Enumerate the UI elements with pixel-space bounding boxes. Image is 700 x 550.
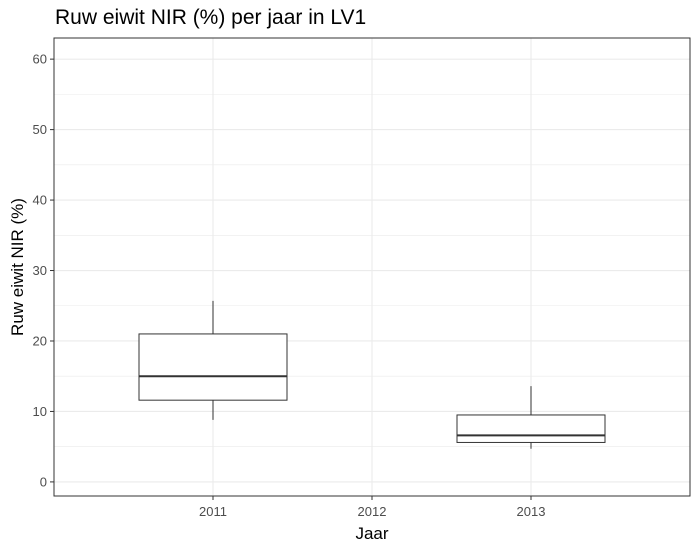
y-tick-label: 0 [40, 474, 47, 489]
box-body [456, 414, 606, 443]
y-axis: 0 10 20 30 40 50 60 [33, 52, 54, 489]
box-body [138, 333, 288, 401]
x-tick-label: 2013 [517, 504, 546, 519]
x-axis: 2011 2012 2013 [199, 496, 545, 519]
y-tick-label: 30 [33, 263, 47, 278]
box-2013 [456, 386, 606, 449]
y-tick-label: 20 [33, 333, 47, 348]
x-axis-title: Jaar [355, 524, 388, 543]
y-tick-label: 50 [33, 122, 47, 137]
x-tick-label: 2011 [199, 504, 227, 519]
y-tick-label: 10 [33, 404, 47, 419]
y-axis-title: Ruw eiwit NIR (%) [8, 198, 27, 336]
box-layer [138, 300, 606, 449]
x-tick-label: 2012 [358, 504, 387, 519]
y-tick-label: 40 [33, 193, 47, 208]
y-tick-label: 60 [33, 52, 47, 67]
box-2011 [138, 300, 288, 420]
chart-title: Ruw eiwit NIR (%) per jaar in LV1 [55, 6, 367, 29]
